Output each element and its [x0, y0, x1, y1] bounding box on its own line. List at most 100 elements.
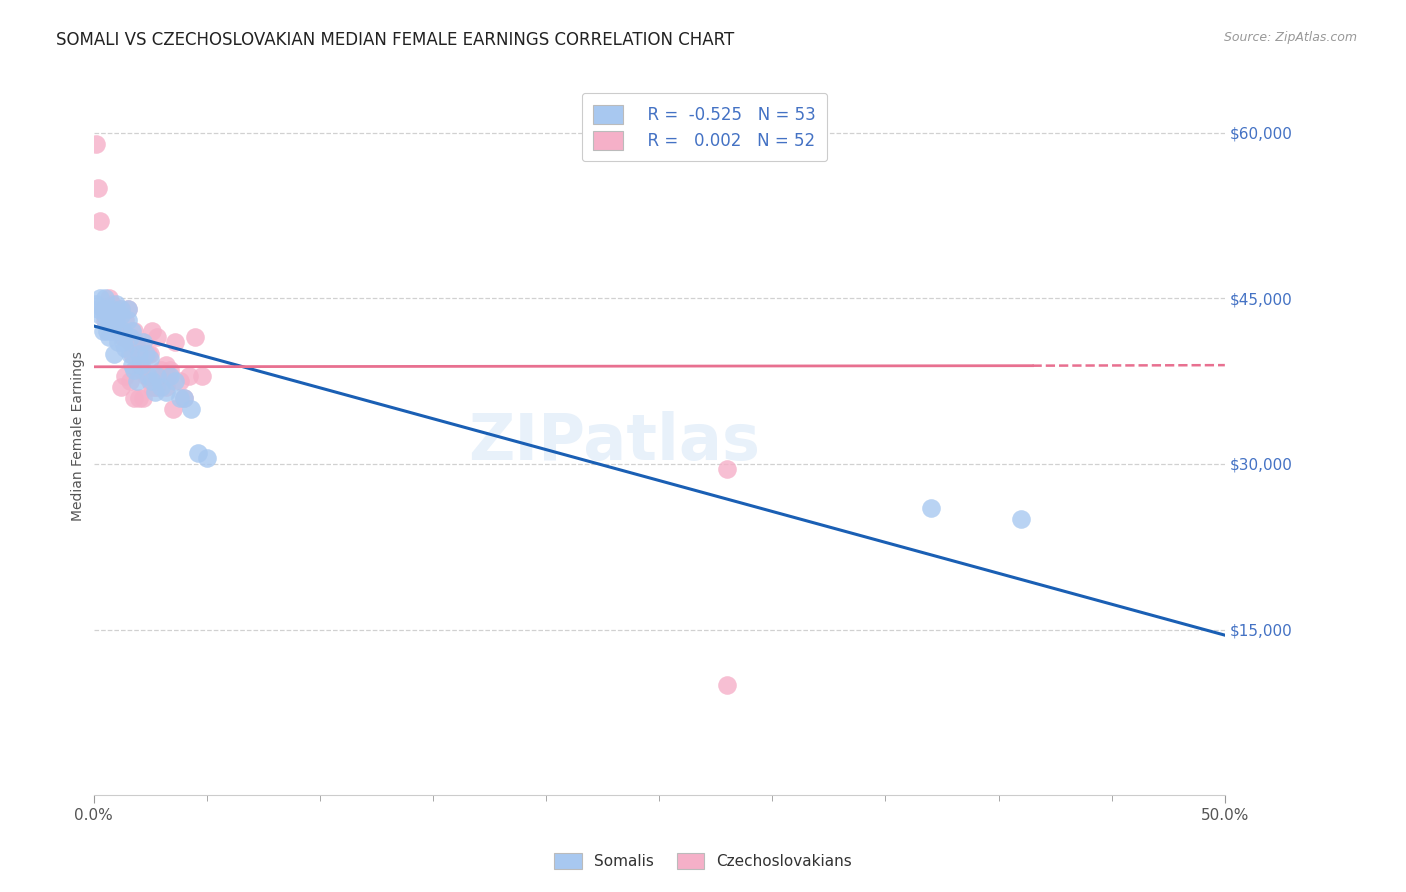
Point	[94, 308, 117, 322]
Point	[920, 501, 942, 516]
Point	[91, 302, 114, 317]
Point	[150, 368, 173, 383]
Point	[191, 368, 214, 383]
Point	[128, 391, 150, 405]
Point	[184, 330, 207, 344]
Point	[111, 330, 134, 344]
Point	[121, 346, 143, 360]
Point	[98, 313, 121, 327]
Legend: Somalis, Czechoslovakians: Somalis, Czechoslovakians	[548, 847, 858, 875]
Point	[89, 214, 111, 228]
Point	[114, 341, 136, 355]
Point	[117, 302, 139, 317]
Point	[132, 335, 155, 350]
Point	[139, 374, 162, 388]
Point	[107, 325, 129, 339]
Point	[89, 291, 111, 305]
Point	[118, 374, 141, 388]
Point	[84, 297, 107, 311]
Point	[111, 325, 134, 339]
Point	[124, 391, 146, 405]
Point	[114, 368, 136, 383]
Point	[91, 302, 114, 317]
Point	[107, 325, 129, 339]
Point	[177, 368, 200, 383]
Legend:   R =  ​-0.525   N = 53,   R =   0.002   N = 52: R = ​-0.525 N = 53, R = 0.002 N = 52	[582, 93, 827, 161]
Point	[105, 318, 128, 333]
Point	[103, 308, 125, 322]
Point	[157, 368, 180, 383]
Point	[110, 302, 132, 317]
Point	[128, 358, 150, 372]
Point	[136, 368, 159, 383]
Point	[124, 363, 146, 377]
Point	[159, 368, 181, 383]
Point	[141, 374, 163, 388]
Point	[173, 391, 195, 405]
Point	[150, 379, 173, 393]
Point	[87, 302, 110, 317]
Point	[125, 341, 148, 355]
Point	[110, 379, 132, 393]
Point	[110, 302, 132, 317]
Point	[135, 368, 157, 383]
Point	[103, 313, 125, 327]
Point	[91, 325, 114, 339]
Point	[121, 325, 143, 339]
Point	[89, 308, 111, 322]
Point	[117, 302, 139, 317]
Point	[121, 358, 143, 372]
Point	[100, 297, 122, 311]
Point	[94, 291, 117, 305]
Point	[1010, 512, 1032, 526]
Point	[163, 335, 186, 350]
Point	[132, 391, 155, 405]
Point	[169, 374, 191, 388]
Point	[96, 308, 118, 322]
Point	[146, 379, 169, 393]
Point	[163, 374, 186, 388]
Point	[84, 136, 107, 151]
Point	[105, 297, 128, 311]
Point	[118, 346, 141, 360]
Point	[118, 330, 141, 344]
Text: Source: ZipAtlas.com: Source: ZipAtlas.com	[1223, 31, 1357, 45]
Point	[124, 325, 146, 339]
Point	[105, 313, 128, 327]
Point	[146, 368, 169, 383]
Point	[187, 446, 209, 460]
Text: ZIPatlas: ZIPatlas	[468, 411, 761, 473]
Point	[118, 335, 141, 350]
Point	[159, 363, 181, 377]
Y-axis label: Median Female Earnings: Median Female Earnings	[72, 351, 86, 521]
Point	[139, 346, 162, 360]
Point	[150, 363, 173, 377]
Point	[117, 313, 139, 327]
Point	[135, 346, 157, 360]
Point	[107, 335, 129, 350]
Point	[103, 346, 125, 360]
Point	[96, 302, 118, 317]
Point	[195, 451, 218, 466]
Point	[110, 308, 132, 322]
Point	[132, 335, 155, 350]
Point	[716, 462, 738, 476]
Point	[87, 181, 110, 195]
Point	[146, 330, 169, 344]
Point	[128, 346, 150, 360]
Text: SOMALI VS CZECHOSLOVAKIAN MEDIAN FEMALE EARNINGS CORRELATION CHART: SOMALI VS CZECHOSLOVAKIAN MEDIAN FEMALE …	[56, 31, 734, 49]
Point	[143, 379, 166, 393]
Point	[173, 391, 195, 405]
Point	[155, 358, 177, 372]
Point	[141, 325, 163, 339]
Point	[98, 291, 121, 305]
Point	[162, 401, 184, 416]
Point	[125, 374, 148, 388]
Point	[114, 313, 136, 327]
Point	[139, 352, 162, 367]
Point	[155, 385, 177, 400]
Point	[143, 385, 166, 400]
Point	[155, 379, 177, 393]
Point	[100, 325, 122, 339]
Point	[169, 391, 191, 405]
